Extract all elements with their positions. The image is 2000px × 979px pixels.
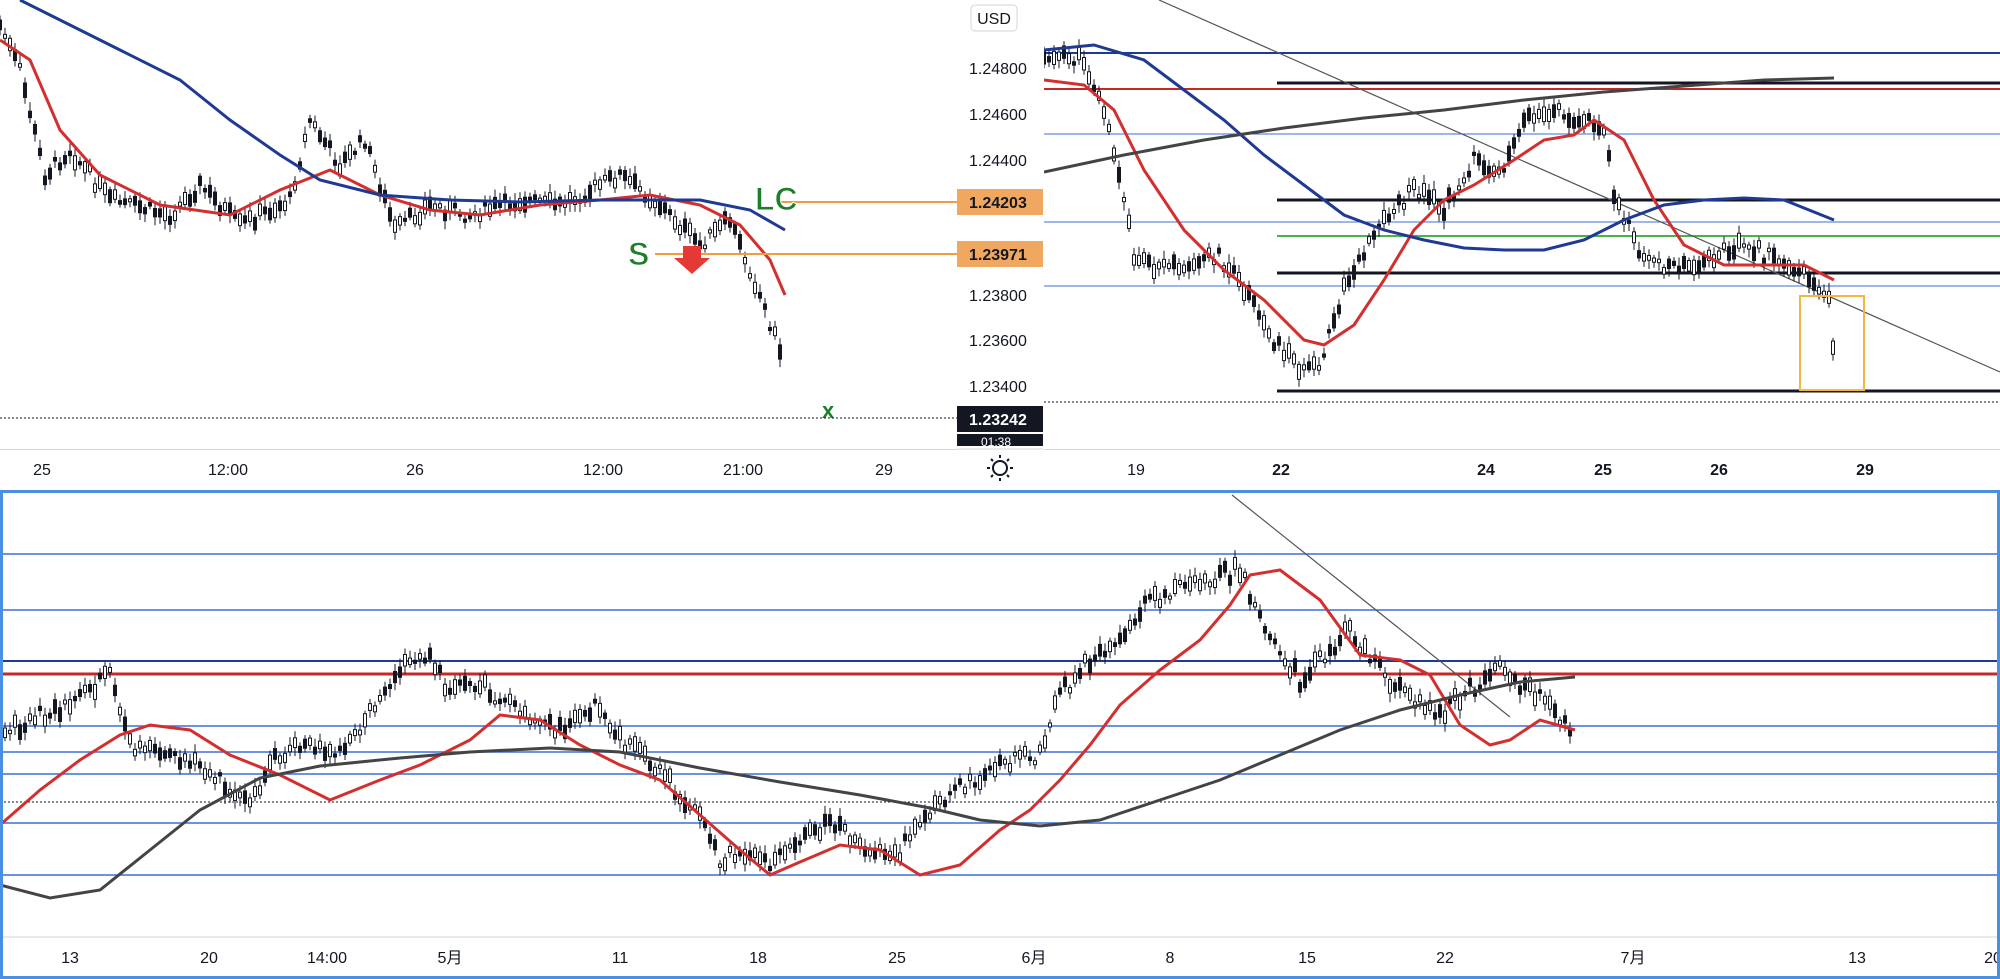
x-tick: 20 — [200, 950, 218, 967]
red-moving-average — [0, 568, 1576, 877]
price-tick: 1.24800 — [969, 61, 1027, 78]
x-tick: 25 — [33, 462, 51, 479]
price-axis-top-left[interactable]: 1.24800 1.24600 1.24400 1.23800 1.23600 1.234… — [957, 0, 1043, 486]
candles-group — [1044, 39, 1835, 387]
gray-moving-average — [0, 675, 1576, 900]
blue-moving-average — [19, 0, 786, 232]
price-tick: 1.23400 — [969, 379, 1027, 396]
chart-pane-top-right[interactable] — [1044, 0, 2000, 486]
x-tick: 8 — [1166, 950, 1175, 967]
red-moving-average — [0, 38, 787, 296]
chart-pane-top-left[interactable]: LC S x — [0, 0, 958, 486]
x-tick: 26 — [406, 462, 424, 479]
lc-price-tag: 1.24203 — [969, 195, 1027, 212]
x-tick: 20 — [1984, 950, 2000, 967]
lc-label: LC — [755, 181, 798, 217]
x-tick: 25 — [1594, 462, 1612, 479]
last-price-tag: 1.23242 — [969, 412, 1027, 429]
x-tick: 12:00 — [583, 462, 623, 479]
price-tick: 1.23600 — [969, 333, 1027, 350]
candlestick-chart-top-right[interactable] — [1044, 0, 2000, 486]
x-tick: 26 — [1710, 462, 1728, 479]
price-tick: 1.24400 — [969, 153, 1027, 170]
x-tick: 19 — [1127, 462, 1145, 479]
highlight-box[interactable] — [1799, 295, 1865, 391]
x-tick: 11 — [612, 950, 629, 967]
x-tick: 22 — [1272, 462, 1290, 479]
x-tick: 24 — [1477, 462, 1495, 479]
time-axis-bottom[interactable]: 13 20 14:00 5月 11 18 25 6月 8 15 22 7月 13… — [61, 950, 2000, 967]
currency-badge[interactable]: USD — [977, 11, 1011, 28]
candles-group — [0, 550, 1572, 876]
time-axis-top-left[interactable]: 25 12:00 26 12:00 21:00 29 — [0, 449, 957, 487]
x-tick: 13 — [1848, 950, 1866, 967]
price-tick: 1.24600 — [969, 107, 1027, 124]
price-axis-labels: 1.24800 1.24600 1.24400 1.23800 1.23600 1.234… — [969, 61, 1027, 396]
red-moving-average — [1044, 78, 1835, 347]
x-tick: 14:00 — [307, 950, 347, 967]
x-tick: 12:00 — [208, 462, 248, 479]
x-tick: 21:00 — [723, 462, 763, 479]
x-marker: x — [822, 398, 835, 423]
s-price-tag: 1.23971 — [969, 247, 1027, 264]
countdown-partial: 01:38 — [981, 435, 1011, 449]
x-tick: 22 — [1436, 950, 1454, 967]
x-tick: 29 — [875, 462, 893, 479]
price-tick: 1.23800 — [969, 288, 1027, 305]
level-lines — [0, 553, 2000, 876]
candlestick-chart-bottom[interactable]: 13 20 14:00 5月 11 18 25 6月 8 15 22 7月 13… — [0, 490, 2000, 979]
x-tick: 7月 — [1621, 950, 1646, 967]
sun-icon[interactable] — [987, 455, 1013, 481]
time-axis-top-right[interactable]: 19 22 24 25 26 29 — [1044, 449, 2000, 487]
x-tick: 5月 — [438, 950, 463, 967]
x-tick: 13 — [61, 950, 79, 967]
chart-pane-bottom[interactable]: 13 20 14:00 5月 11 18 25 6月 8 15 22 7月 13… — [0, 490, 2000, 979]
x-tick: 18 — [749, 950, 767, 967]
candles-group — [0, 15, 782, 368]
x-tick: 25 — [888, 950, 906, 967]
trend-line[interactable] — [1231, 494, 1511, 718]
blue-moving-average — [1044, 43, 1835, 252]
x-tick: 29 — [1856, 462, 1874, 479]
s-label: S — [628, 236, 649, 272]
gray-moving-average — [1044, 76, 1835, 174]
sell-arrow-icon — [674, 246, 710, 274]
trend-line[interactable] — [1158, 0, 2000, 373]
x-tick: 15 — [1298, 950, 1316, 967]
x-tick: 6月 — [1022, 950, 1047, 967]
candlestick-chart-top-left[interactable]: LC S x — [0, 0, 957, 486]
